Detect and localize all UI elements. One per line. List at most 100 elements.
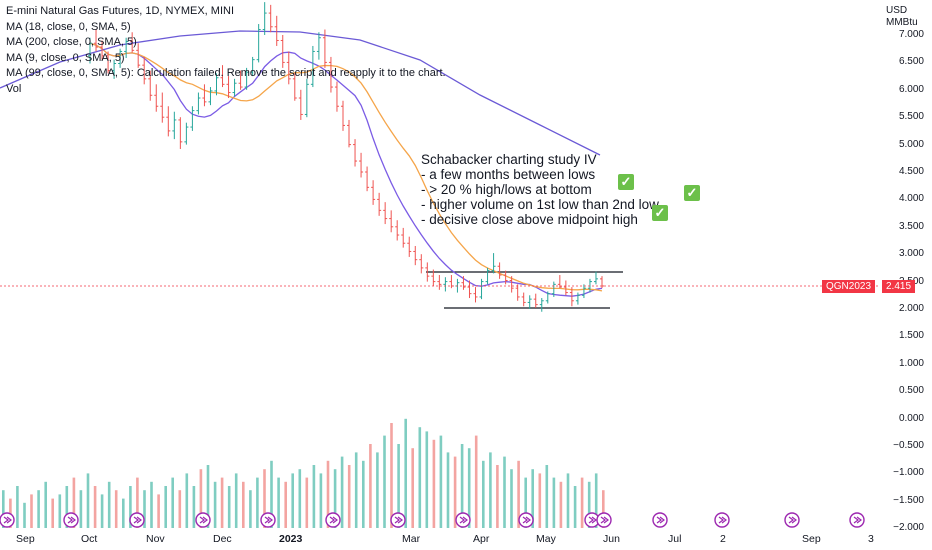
event-marker-icon[interactable]: [584, 512, 600, 528]
volume-bar: [453, 456, 457, 528]
volume-bar: [354, 452, 358, 528]
annotation-item-1: - a few months between lows: [421, 167, 596, 182]
event-marker-icon[interactable]: [784, 512, 800, 528]
volume-bar: [2, 490, 5, 528]
volume-bar: [284, 481, 287, 528]
volume-bar: [496, 465, 499, 528]
volume-bar: [16, 486, 19, 528]
checkmark-icon: ✓: [618, 174, 634, 190]
volume-bar: [220, 477, 224, 528]
volume-bar: [129, 486, 132, 528]
moving-averages: [0, 30, 603, 297]
volume-bar: [51, 498, 54, 528]
volume-bars: [2, 418, 605, 528]
time-tick-label: Jun: [603, 533, 620, 545]
event-marker-icon[interactable]: [129, 512, 145, 528]
volume-bar: [559, 481, 563, 528]
annotation-text[interactable]: Schabacker charting study IV - a few mon…: [421, 152, 659, 227]
volume-bar: [538, 473, 542, 528]
legend-ma200[interactable]: MA (200, close, 0, SMA, 5): [6, 36, 137, 48]
annotation-title: Schabacker charting study IV: [421, 152, 597, 167]
legend-ma99[interactable]: MA (99, close, 0, SMA, 5): Calculation f…: [6, 67, 446, 79]
volume-bar: [489, 452, 492, 528]
event-markers[interactable]: [0, 512, 865, 528]
volume-bar: [199, 469, 203, 528]
volume-bar: [362, 460, 365, 528]
volume-bar: [270, 460, 273, 528]
candlesticks: [88, 2, 604, 312]
event-marker-icon[interactable]: [325, 512, 341, 528]
volume-bar: [326, 460, 330, 528]
time-tick-label: Sep: [802, 533, 821, 545]
chart-legend: E-mini Natural Gas Futures, 1D, NYMEX, M…: [6, 4, 446, 97]
price-tick-label: 4.000: [898, 193, 924, 205]
volume-bar: [376, 452, 379, 528]
volume-bar: [425, 431, 429, 528]
price-tick-label: 3.000: [898, 248, 924, 260]
legend-symbol[interactable]: E-mini Natural Gas Futures, 1D, NYMEX, M…: [6, 5, 234, 17]
volume-bar: [107, 481, 111, 528]
volume-bar: [552, 477, 556, 528]
volume-bar: [566, 473, 570, 528]
price-tick-label: −2.000: [893, 522, 924, 534]
event-marker-icon[interactable]: [714, 512, 730, 528]
event-marker-icon[interactable]: [0, 512, 15, 528]
volume-bar: [573, 486, 577, 528]
volume-bar: [213, 481, 217, 528]
volume-bar: [58, 494, 62, 528]
price-tick-label: 7.000: [898, 29, 924, 40]
volume-bar: [249, 490, 252, 528]
event-marker-icon[interactable]: [518, 512, 534, 528]
event-marker-icon[interactable]: [652, 512, 668, 528]
time-tick-label: May: [536, 533, 556, 545]
last-price-tag: 2.415: [882, 280, 916, 293]
price-tick-label: −1.000: [893, 467, 924, 479]
ma18-line: [89, 42, 603, 292]
volume-bar: [291, 473, 294, 528]
event-marker-icon[interactable]: [455, 512, 471, 528]
volume-bar: [319, 473, 323, 528]
price-tick-label: 0.500: [898, 385, 924, 397]
volume-bar: [517, 460, 520, 528]
volume-bar: [333, 469, 337, 528]
price-tick-label: 0.000: [898, 412, 924, 424]
volume-bar: [171, 477, 174, 528]
volume-bar: [397, 444, 400, 528]
price-tick-label: −1.500: [893, 494, 924, 506]
checkmark-icon: ✓: [652, 205, 668, 221]
ma9-line: [89, 42, 603, 297]
price-tick-label: 5.000: [898, 138, 924, 150]
volume-bar: [467, 448, 471, 528]
event-marker-icon[interactable]: [390, 512, 406, 528]
volume-bar: [474, 435, 478, 528]
legend-vol[interactable]: Vol: [6, 82, 22, 95]
time-tick-label: Sep: [16, 533, 35, 545]
price-tick-label: 6.000: [898, 83, 924, 95]
volume-bar: [44, 481, 47, 528]
volume-bar: [531, 469, 534, 528]
event-marker-icon[interactable]: [849, 512, 865, 528]
event-marker-icon[interactable]: [596, 512, 612, 528]
event-marker-icon[interactable]: [63, 512, 79, 528]
symbol-price-tag: QGN2023: [822, 280, 876, 293]
price-tick-label: 3.500: [898, 220, 924, 232]
volume-bar: [390, 423, 393, 528]
volume-bar: [460, 444, 464, 528]
support-resistance-lines[interactable]: [426, 271, 623, 309]
event-marker-icon[interactable]: [195, 512, 211, 528]
volume-bar: [263, 469, 266, 528]
volume-bar: [136, 477, 139, 528]
volume-bar: [37, 490, 40, 528]
legend-ma18[interactable]: MA (18, close, 0, SMA, 5): [6, 20, 131, 33]
volume-bar: [482, 460, 485, 528]
volume-bar: [86, 473, 90, 528]
event-marker-icon[interactable]: [260, 512, 276, 528]
volume-bar: [602, 490, 605, 528]
volume-bar: [587, 481, 591, 528]
legend-ma9[interactable]: MA (9, close, 0, SMA, 5): [6, 51, 125, 64]
volume-bar: [227, 486, 231, 528]
volume-bar: [30, 494, 33, 528]
volume-bar: [79, 490, 83, 528]
volume-bar: [594, 473, 598, 528]
